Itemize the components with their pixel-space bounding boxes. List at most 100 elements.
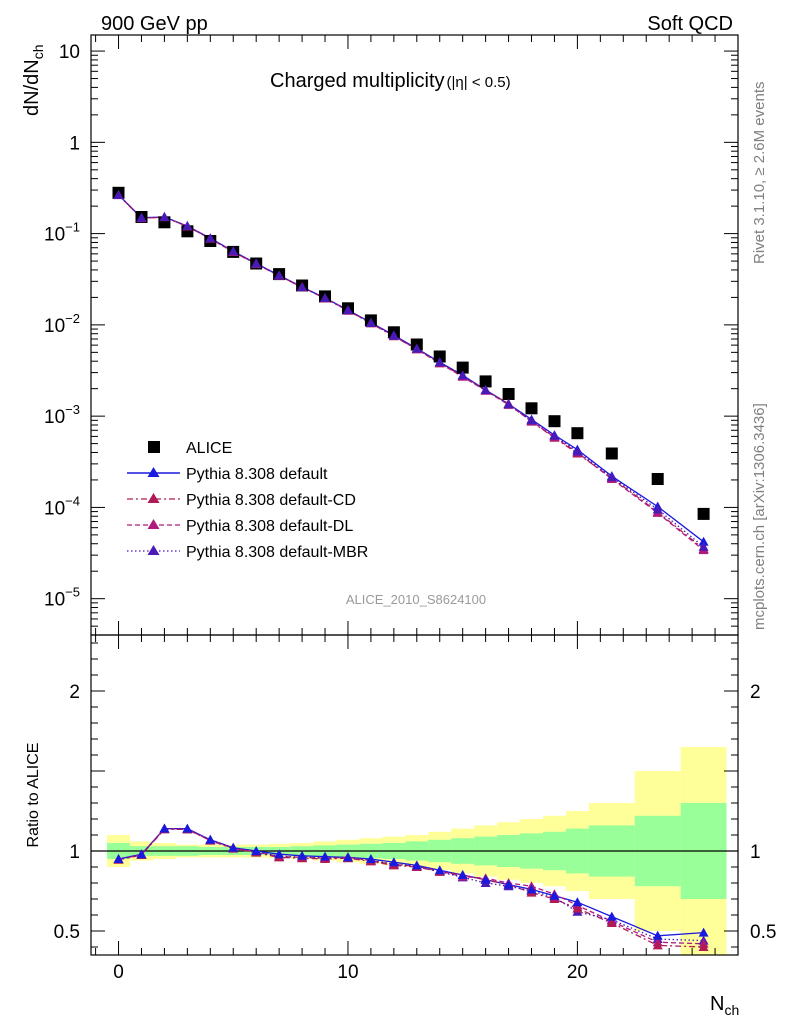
data-point-pythia-8-308-default-mbr [274,270,285,280]
legend-label-alice: ALICE [186,440,232,457]
y-tick-label: 10−5 [44,585,80,611]
data-point-alice [479,375,492,388]
data-point-alice [651,473,664,485]
x-axis-label: Nch [710,993,739,1018]
ratio-point-pythia-8-308-default-cd [572,903,583,913]
ratio-y-tick-label: 2 [69,682,80,703]
ratio-point-pythia-8-308-default [297,850,308,860]
legend-marker-default [147,467,160,477]
data-point-alice [433,350,446,363]
y-tick-label: 10 [59,42,80,63]
ratio-point-pythia-8-308-default [228,842,239,852]
data-point-pythia-8-308-default-mbr [480,385,491,395]
x-tick-label: 20 [567,962,588,983]
x-tick-label: 0 [113,962,124,983]
data-point-alice [571,427,584,440]
ratio-line-pythia-8-308-default-mbr [118,827,704,942]
data-point-alice [697,507,710,520]
ratio-point-pythia-8-308-default-cd [698,942,709,951]
legend: ALICE Pythia 8.308 default Pythia 8.308 … [127,440,368,561]
ratio-panel: 0.5 0.51 12 20 10 20 Ratio to ALICE [25,634,776,983]
data-point-pythia-8-308-default-mbr [365,317,376,327]
data-point-pythia-8-308-default-mbr [526,415,537,425]
data-point-pythia-8-308-default-mbr [297,282,308,292]
y-tick-label: 10−1 [44,220,80,246]
y-tick-label: 1 [69,133,80,154]
data-point-alice [456,361,469,374]
ratio-y-tick-label: 1 [69,842,80,863]
ratio-point-pythia-8-308-default [434,865,445,875]
energy-label: 900 GeV pp [101,13,208,35]
ratio-point-pythia-8-308-default [652,930,663,940]
legend-marker-alice [148,441,160,453]
data-point-alice [548,415,561,428]
series-line-pythia-8-308-default-mbr [118,194,705,548]
data-point-pythia-8-308-default-mbr [342,305,353,315]
ratio-point-pythia-8-308-default [365,854,376,863]
ratio-point-pythia-8-308-default [251,846,262,855]
data-point-pythia-8-308-default-mbr [411,343,422,353]
ratio-point-pythia-8-308-default [606,911,617,921]
ratio-y-tick-label: 0.5 [54,922,80,943]
ratio-point-pythia-8-308-default [411,860,422,870]
data-point-pythia-8-308-default-mbr [652,504,663,514]
ratio-point-pythia-8-308-default [480,874,491,884]
ratio-point-pythia-8-308-default [698,927,709,937]
ratio-point-pythia-8-308-default [526,884,537,894]
legend-label-dl: Pythia 8.308 default-DL [186,518,353,535]
ratio-point-pythia-8-308-default [205,834,216,844]
ratio-line-pythia-8-308-default-cd [118,828,704,948]
ratio-y-axis-label: Ratio to ALICE [25,743,42,848]
category-label: Soft QCD [647,13,733,35]
data-point-pythia-8-308-default-mbr [549,430,560,440]
data-point-pythia-8-308-default-mbr [572,446,583,456]
data-point-pythia-8-308-default [698,536,709,546]
data-point-pythia-8-308-default-mbr [503,399,514,409]
data-point-pythia-8-308-default-mbr [320,293,331,303]
ratio-y-tick-label-right: 1 [750,842,761,863]
ratio-point-pythia-8-308-default [503,879,514,889]
ratio-point-pythia-8-308-default [113,854,124,863]
main-panel: 10−5 10−4 10−3 10−2 10−1 1 10 Charged multipli… [21,34,739,636]
ratio-point-pythia-8-308-default [136,849,147,859]
ratio-point-pythia-8-308-default [572,897,583,907]
ratio-point-pythia-8-308-default [388,857,399,867]
ratio-point-pythia-8-308-default [457,870,468,879]
data-point-pythia-8-308-default-mbr [698,541,709,551]
data-point-pythia-8-308-default-mbr [434,357,445,367]
chart-title: Charged multiplicity (|η| < 0.5) [270,70,511,92]
ratio-point-pythia-8-308-default [182,823,193,833]
data-point-alice [525,402,538,415]
legend-marker-cd [147,493,160,503]
data-point-pythia-8-308-default-mbr [251,258,262,268]
ratio-point-pythia-8-308-default [159,823,170,833]
data-point-pythia-8-308-default-mbr [228,246,239,256]
data-point-pythia-8-308-default-mbr [457,370,468,380]
legend-label-mbr: Pythia 8.308 default-MBR [186,544,368,561]
data-point-pythia-8-308-default-mbr [388,330,399,340]
legend-marker-dl [147,519,160,529]
rivet-version-label: Rivet 3.1.10, ≥ 2.6M events [751,82,768,265]
ratio-point-pythia-8-308-default [549,890,560,900]
y-tick-label: 10−4 [44,493,80,519]
y-axis-label: dN/dNch [21,45,46,117]
ratio-plot-frame [90,634,739,956]
ratio-point-pythia-8-308-default [342,852,353,862]
legend-label-default: Pythia 8.308 default [186,466,328,483]
data-point-pythia-8-308-default-mbr [205,233,216,243]
data-point-pythia-8-308-default-mbr [136,212,147,222]
ratio-y-tick-label-right: 0.5 [750,922,776,943]
data-point-alice [605,447,618,460]
data-point-pythia-8-308-default-mbr [182,221,193,231]
legend-marker-mbr [147,545,160,555]
ratio-point-pythia-8-308-default [274,849,285,859]
mcplots-label: mcplots.cern.ch [arXiv:1306.3436] [751,403,768,630]
y-tick-label: 10−2 [44,311,80,337]
analysis-label: ALICE_2010_S8624100 [346,592,486,607]
y-tick-label: 10−3 [44,402,80,428]
data-point-pythia-8-308-default-mbr [606,472,617,482]
ratio-y-tick-label-right: 2 [750,682,761,703]
x-tick-label: 10 [337,962,358,983]
ratio-point-pythia-8-308-default [320,851,331,861]
ratio-point-pythia-8-308-default-cd [652,940,663,950]
